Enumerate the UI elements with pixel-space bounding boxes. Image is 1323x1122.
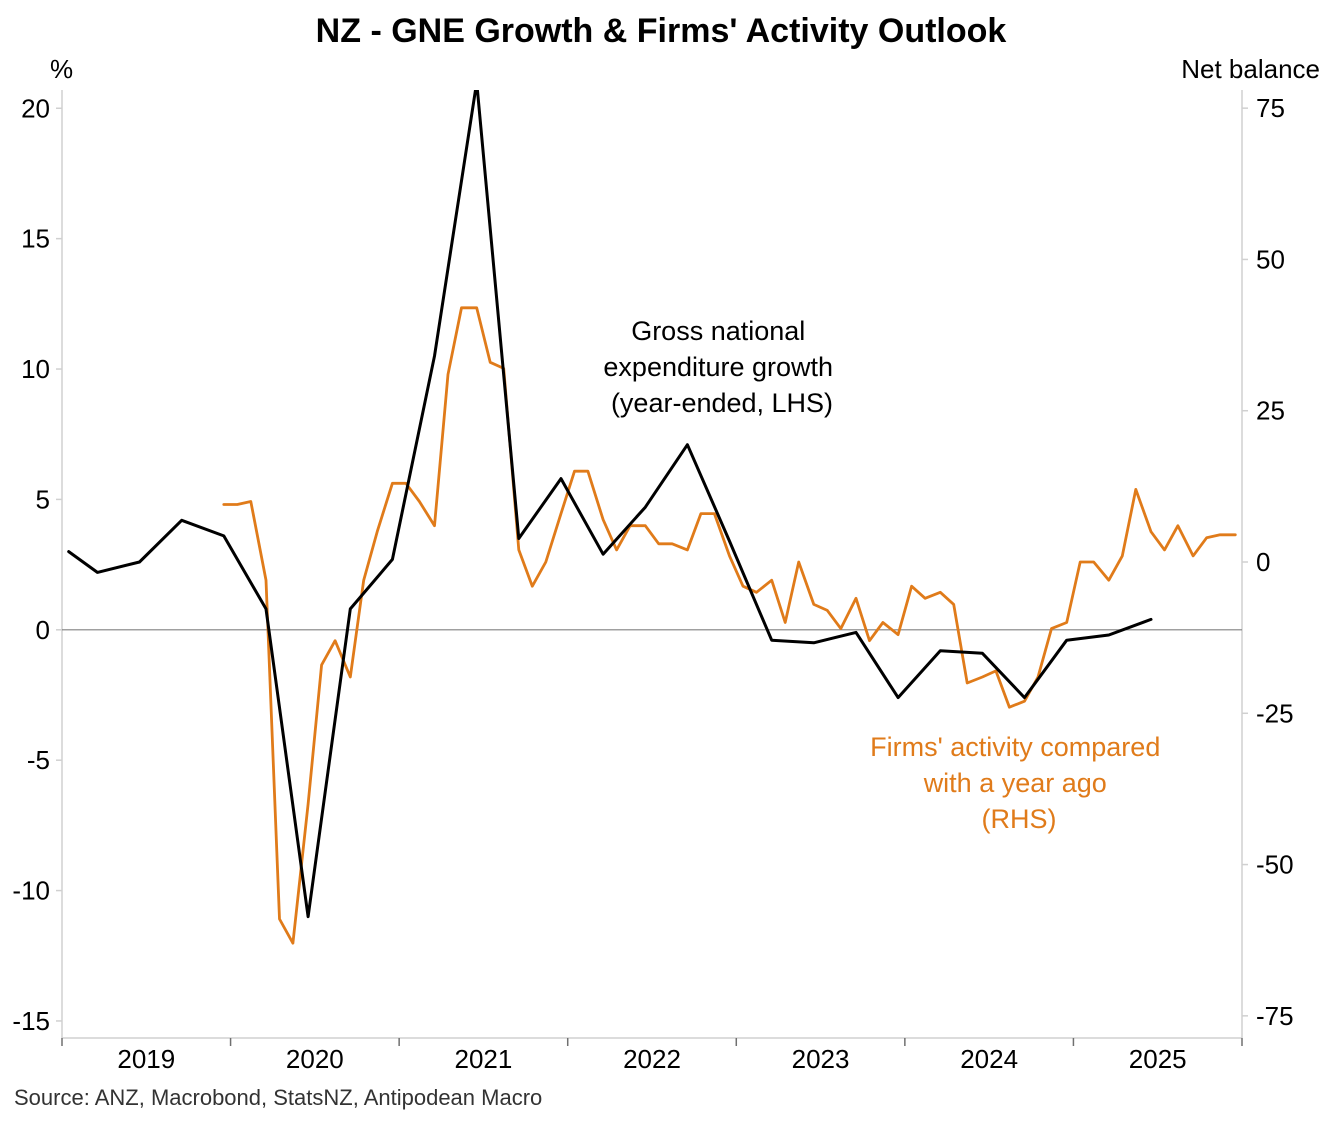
- annotation-gne-line-3: (year-ended, LHS): [611, 388, 833, 418]
- x-tick-label: 2020: [286, 1044, 344, 1074]
- annotation-firms-line-3: (RHS): [982, 804, 1057, 834]
- annotation-firms-line-1: Firms' activity compared: [870, 732, 1160, 762]
- annotation-gne-line-2: expenditure growth: [603, 352, 833, 382]
- right-axis-unit: Net balance: [1181, 54, 1320, 84]
- right-tick-label: 75: [1256, 93, 1285, 123]
- annotation-firms-line-2: with a year ago: [923, 768, 1107, 798]
- gne-growth-line: [67, 90, 1153, 919]
- left-tick-label: 15: [21, 224, 50, 254]
- right-tick-label: -25: [1256, 698, 1294, 728]
- left-tick-label: 10: [21, 354, 50, 384]
- x-tick-label: 2025: [1129, 1044, 1187, 1074]
- chart-title: NZ - GNE Growth & Firms' Activity Outloo…: [316, 12, 1007, 50]
- x-tick-label: 2024: [960, 1044, 1018, 1074]
- left-tick-label: -15: [12, 1006, 50, 1036]
- left-tick-label: -5: [27, 745, 50, 775]
- left-tick-label: 5: [36, 484, 50, 514]
- right-tick-label: -75: [1256, 1001, 1294, 1031]
- annotation-gne: Gross national expenditure growth (year-…: [603, 316, 840, 418]
- left-axis-unit: %: [50, 54, 73, 84]
- x-tick-label: 2023: [792, 1044, 850, 1074]
- left-tick-label: 0: [36, 615, 50, 645]
- x-tick-label: 2019: [117, 1044, 175, 1074]
- right-tick-label: 0: [1256, 547, 1270, 577]
- annotation-gne-line-1: Gross national: [631, 316, 805, 346]
- annotation-firms: Firms' activity compared with a year ago…: [870, 732, 1168, 834]
- right-tick-label: -50: [1256, 850, 1294, 880]
- x-tick-label: 2021: [455, 1044, 513, 1074]
- x-tick-label: 2022: [623, 1044, 681, 1074]
- left-tick-label: -10: [12, 876, 50, 906]
- right-tick-label: 25: [1256, 396, 1285, 426]
- left-tick-label: 20: [21, 93, 50, 123]
- source-note: Source: ANZ, Macrobond, StatsNZ, Antipod…: [14, 1085, 542, 1110]
- firms-activity-line: [222, 306, 1237, 945]
- right-tick-label: 50: [1256, 244, 1285, 274]
- series-lines: [67, 90, 1237, 945]
